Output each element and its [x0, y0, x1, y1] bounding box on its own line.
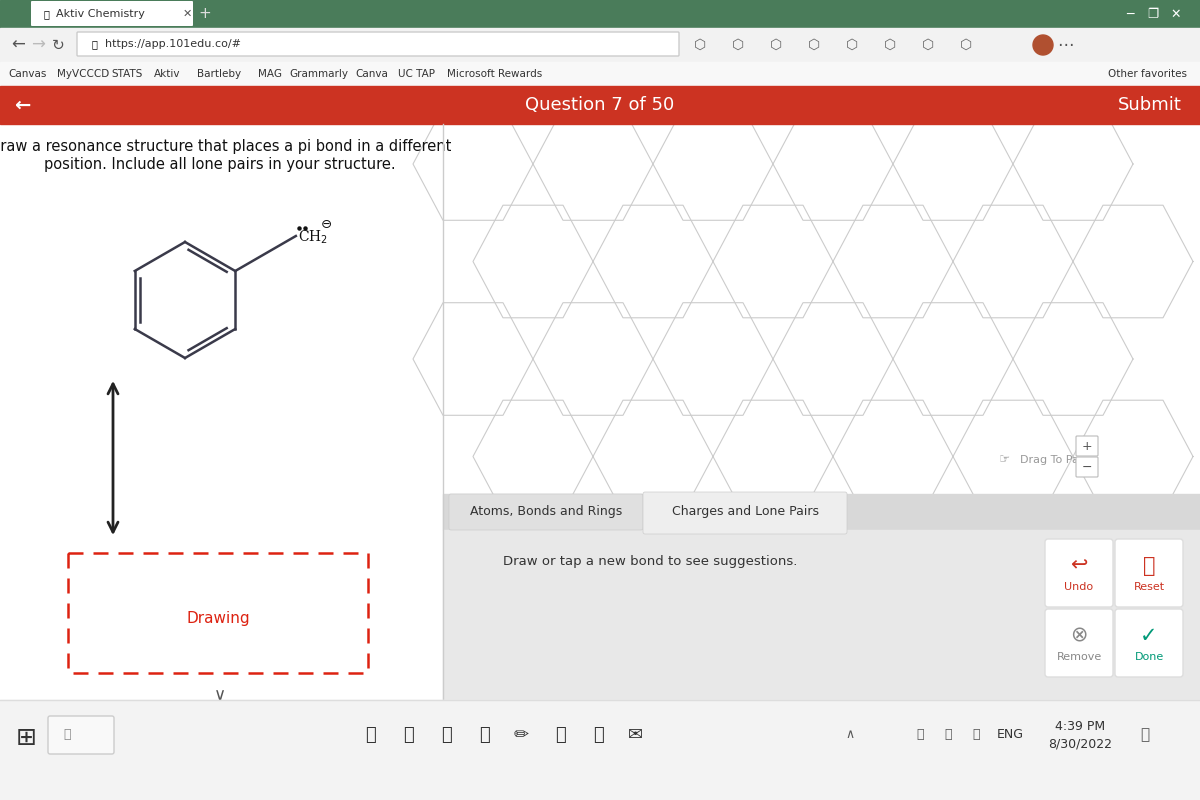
- FancyBboxPatch shape: [48, 716, 114, 754]
- Text: ←: ←: [14, 95, 30, 114]
- Text: Canvas: Canvas: [8, 69, 47, 79]
- Text: ⬡: ⬡: [732, 38, 744, 52]
- Text: ←: ←: [11, 36, 25, 54]
- Text: position. Include all lone pairs in your structure.: position. Include all lone pairs in your…: [44, 157, 396, 171]
- Bar: [0, 28, 1200, 62]
- Text: 🌐: 🌐: [440, 726, 451, 744]
- Text: ⬡: ⬡: [808, 38, 820, 52]
- Text: ENG: ENG: [996, 729, 1024, 742]
- FancyBboxPatch shape: [1115, 539, 1183, 607]
- Text: ∧: ∧: [846, 729, 854, 742]
- FancyBboxPatch shape: [449, 494, 643, 530]
- Text: UC TAP: UC TAP: [398, 69, 436, 79]
- Text: ⊖: ⊖: [320, 218, 331, 230]
- Text: 💻: 💻: [365, 726, 376, 744]
- Text: ⊗: ⊗: [1070, 626, 1087, 646]
- Text: 🔋: 🔋: [972, 729, 979, 742]
- Text: Charges and Lone Pairs: Charges and Lone Pairs: [672, 506, 818, 518]
- Text: 📘: 📘: [479, 726, 490, 744]
- Text: ⬡: ⬡: [960, 38, 972, 52]
- Bar: [68, 553, 368, 673]
- Text: ⬡: ⬡: [922, 38, 934, 52]
- Text: 🔒: 🔒: [92, 39, 98, 49]
- Text: ↻: ↻: [52, 38, 65, 53]
- Bar: [0, 62, 1200, 86]
- FancyBboxPatch shape: [1045, 609, 1114, 677]
- Bar: [443, 124, 1200, 494]
- Text: +: +: [199, 6, 211, 22]
- Text: Aktiv Chemistry: Aktiv Chemistry: [56, 9, 145, 19]
- Text: Drawing: Drawing: [186, 610, 250, 626]
- Text: →: →: [31, 36, 44, 54]
- Text: ✏️: ✏️: [515, 726, 529, 744]
- Bar: [0, 0, 1200, 28]
- Text: ⬡: ⬡: [846, 38, 858, 52]
- Text: ⬡: ⬡: [694, 38, 706, 52]
- Text: +: +: [1081, 439, 1092, 453]
- Text: 📦: 📦: [593, 726, 604, 744]
- Text: ☞: ☞: [998, 454, 1010, 466]
- Text: ⬡: ⬡: [884, 38, 896, 52]
- Text: −: −: [1081, 461, 1092, 474]
- Text: 📶: 📶: [917, 729, 924, 742]
- Text: Draw or tap a new bond to see suggestions.: Draw or tap a new bond to see suggestion…: [503, 555, 797, 569]
- Text: Undo: Undo: [1064, 582, 1093, 592]
- Text: https://app.101edu.co/#: https://app.101edu.co/#: [106, 39, 241, 49]
- Text: Drag To Pan: Drag To Pan: [1020, 455, 1086, 465]
- FancyBboxPatch shape: [1076, 457, 1098, 477]
- Text: Canva: Canva: [355, 69, 389, 79]
- Text: 🔴: 🔴: [44, 9, 50, 19]
- Text: 🔍: 🔍: [64, 729, 71, 742]
- Text: ✕: ✕: [1171, 7, 1181, 21]
- Text: Done: Done: [1134, 652, 1164, 662]
- FancyBboxPatch shape: [1045, 539, 1114, 607]
- Text: 💬: 💬: [1140, 727, 1150, 742]
- Text: ✓: ✓: [1140, 626, 1158, 646]
- Bar: [0, 86, 1200, 124]
- FancyBboxPatch shape: [77, 32, 679, 56]
- Text: Bartleby: Bartleby: [197, 69, 241, 79]
- Text: MyVCCCD: MyVCCCD: [56, 69, 109, 79]
- Text: Submit: Submit: [1118, 96, 1182, 114]
- Text: 🗑: 🗑: [1142, 555, 1156, 575]
- Bar: [443, 494, 1200, 530]
- Text: 8/30/2022: 8/30/2022: [1048, 738, 1112, 750]
- Bar: [443, 530, 1200, 700]
- FancyBboxPatch shape: [1115, 609, 1183, 677]
- Text: ⬡: ⬡: [770, 38, 782, 52]
- Text: ↩: ↩: [1070, 555, 1087, 575]
- Text: STATS: STATS: [112, 69, 143, 79]
- Text: 🎨: 🎨: [554, 726, 565, 744]
- Text: Atoms, Bonds and Rings: Atoms, Bonds and Rings: [470, 506, 622, 518]
- FancyBboxPatch shape: [31, 1, 193, 26]
- Text: ⋯: ⋯: [1057, 36, 1073, 54]
- Text: 🔊: 🔊: [944, 729, 952, 742]
- Circle shape: [1033, 35, 1054, 55]
- FancyBboxPatch shape: [1076, 436, 1098, 456]
- Text: ∨: ∨: [214, 686, 226, 704]
- Text: Question 7 of 50: Question 7 of 50: [526, 96, 674, 114]
- Text: ✕: ✕: [182, 9, 192, 19]
- Text: ✉️: ✉️: [629, 726, 643, 744]
- Text: Other favorites: Other favorites: [1109, 69, 1188, 79]
- Text: Aktiv: Aktiv: [155, 69, 181, 79]
- Text: 4:39 PM: 4:39 PM: [1055, 719, 1105, 733]
- Text: Reset: Reset: [1134, 582, 1164, 592]
- Text: 📁: 📁: [403, 726, 413, 744]
- Text: Grammarly: Grammarly: [289, 69, 348, 79]
- FancyBboxPatch shape: [643, 492, 847, 534]
- Text: Draw a resonance structure that places a pi bond in a different: Draw a resonance structure that places a…: [0, 138, 451, 154]
- Bar: [0, 700, 1200, 800]
- Text: Microsoft Rewards: Microsoft Rewards: [448, 69, 542, 79]
- Text: CH$_2$: CH$_2$: [298, 228, 328, 246]
- Bar: [0, 124, 443, 700]
- Text: ⊞: ⊞: [16, 726, 36, 750]
- Text: ❐: ❐: [1147, 7, 1159, 21]
- Text: ─: ─: [1127, 7, 1134, 21]
- Text: Remove: Remove: [1056, 652, 1102, 662]
- Text: MAG: MAG: [258, 69, 282, 79]
